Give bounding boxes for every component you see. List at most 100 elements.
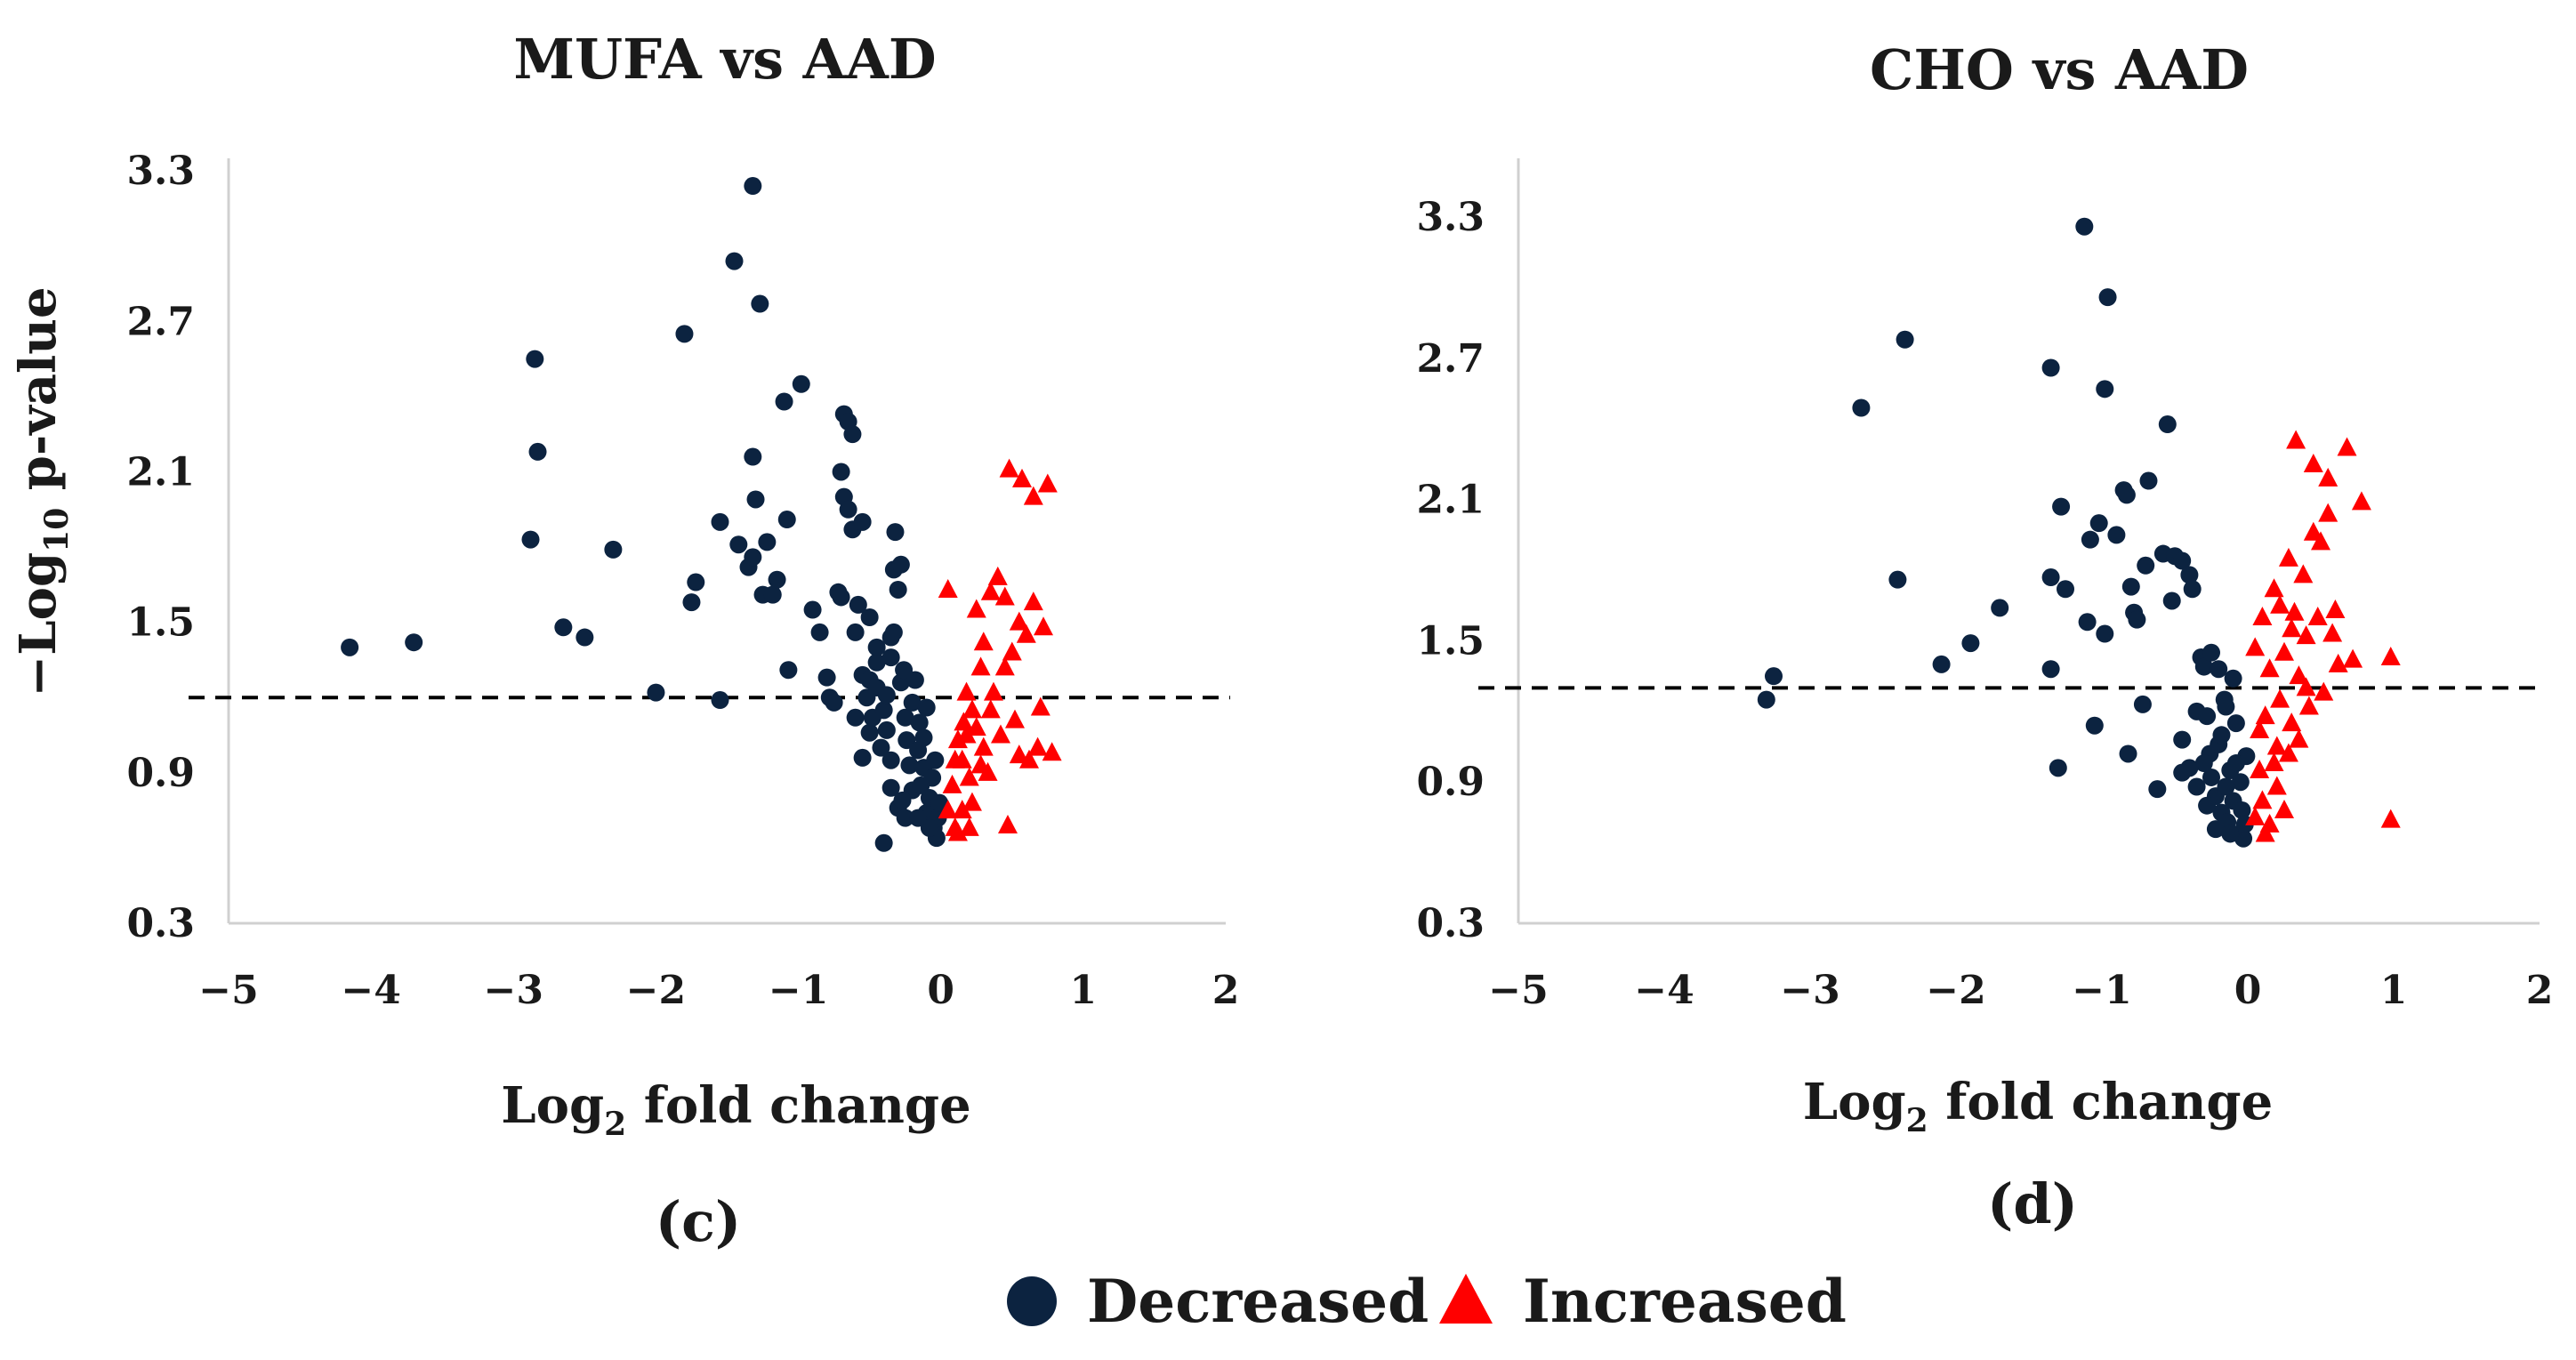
x-tick-label: −3 — [1780, 968, 1839, 1013]
data-point-decreased — [881, 648, 900, 667]
data-point-decreased — [1888, 570, 1907, 589]
data-point-decreased — [729, 535, 748, 554]
data-point-increased — [1042, 742, 1062, 761]
data-point-decreased — [576, 628, 594, 647]
data-point-decreased — [2096, 380, 2114, 398]
data-point-increased — [2250, 720, 2270, 739]
data-point-increased — [1027, 736, 1048, 756]
data-point-decreased — [2119, 744, 2137, 763]
data-point-decreased — [2194, 657, 2213, 676]
data-point-increased — [2343, 648, 2363, 668]
data-point-increased — [2328, 653, 2348, 672]
data-point-decreased — [341, 638, 359, 656]
data-point-increased — [2318, 467, 2339, 487]
chart-title: MUFA vs AAD — [513, 27, 936, 92]
data-point-increased — [938, 800, 958, 819]
data-point-decreased — [2202, 643, 2220, 662]
x-tick-label: 1 — [2380, 968, 2408, 1013]
data-point-decreased — [867, 653, 886, 672]
data-point-decreased — [2221, 825, 2240, 843]
data-point-decreased — [825, 693, 843, 712]
data-point-decreased — [2233, 801, 2251, 819]
data-point-decreased — [711, 691, 729, 710]
data-point-increased — [1011, 468, 1032, 487]
data-point-decreased — [2198, 707, 2217, 726]
data-point-increased — [2303, 454, 2323, 472]
data-point-decreased — [1932, 655, 1951, 673]
data-point-decreased — [926, 751, 945, 769]
data-point-decreased — [2052, 497, 2071, 516]
data-point-decreased — [2224, 669, 2242, 688]
data-point-decreased — [2098, 288, 2117, 307]
panel-label: (c) — [656, 1189, 741, 1254]
data-point-decreased — [2089, 514, 2108, 533]
data-point-decreased — [896, 809, 914, 827]
x-tick-label: −2 — [626, 968, 686, 1013]
data-point-increased — [2270, 594, 2290, 614]
data-point-increased — [1009, 611, 1029, 631]
y-tick-label: 3.3 — [126, 149, 195, 194]
legend-increased-label: Increased — [1523, 1267, 1847, 1336]
data-point-decreased — [889, 580, 907, 599]
data-point-decreased — [2226, 754, 2245, 773]
chart-panels: MUFA vs AAD 0.3 0.9 1.5 2.1 2.7 3.3 −5 −4 −3 −2 −1 0… — [9, 27, 2553, 1254]
data-point-decreased — [521, 530, 540, 549]
data-point-increased — [2296, 625, 2316, 645]
data-point-increased — [2293, 564, 2314, 583]
data-point-decreased — [839, 500, 857, 519]
x-tick-label: −1 — [2072, 968, 2131, 1013]
data-point-increased — [2282, 712, 2302, 732]
data-point-decreased — [2148, 780, 2167, 799]
data-point-increased — [2318, 503, 2339, 522]
chart-panel-2: CHO vs AAD 0.3 0.9 1.5 2.1 2.7 3.3 −5 −4 −3 −2 −1 0 1… — [1416, 37, 2553, 1236]
data-point-decreased — [2041, 568, 2060, 587]
data-point-decreased — [891, 555, 910, 574]
data-point-decreased — [853, 748, 872, 767]
data-point-decreased — [2180, 566, 2199, 584]
data-point-decreased — [1852, 398, 1871, 417]
data-point-decreased — [803, 600, 822, 619]
y-tick-label: 0.3 — [1416, 901, 1485, 946]
data-point-decreased — [2107, 526, 2126, 544]
data-point-increased — [2252, 607, 2273, 625]
data-point-decreased — [2049, 759, 2067, 777]
data-point-decreased — [2137, 556, 2155, 575]
data-point-decreased — [2217, 697, 2235, 716]
data-point-increased — [980, 581, 1001, 600]
data-point-increased — [970, 754, 991, 774]
panel-label: (d) — [1987, 1171, 2078, 1236]
x-tick-label: −5 — [1488, 968, 1548, 1013]
data-point-increased — [2259, 658, 2280, 678]
data-point-decreased — [2041, 660, 2060, 679]
data-point-decreased — [775, 392, 793, 411]
data-point-decreased — [528, 442, 547, 461]
data-point-decreased — [2206, 820, 2225, 839]
data-point-increased — [1034, 616, 1054, 636]
data-point-decreased — [909, 809, 928, 827]
data-point-decreased — [881, 778, 900, 797]
data-point-increased — [959, 817, 979, 836]
data-point-increased — [980, 699, 1001, 719]
data-point-decreased — [853, 512, 872, 531]
data-point-decreased — [896, 708, 914, 727]
data-point-increased — [2296, 677, 2316, 696]
data-point-increased — [1004, 709, 1025, 728]
data-point-increased — [2325, 600, 2346, 619]
data-point-decreased — [874, 701, 893, 720]
data-point-decreased — [1961, 634, 1980, 653]
data-point-increased — [2322, 623, 2343, 642]
data-point-decreased — [817, 668, 836, 687]
data-point-increased — [2245, 806, 2266, 825]
data-point-decreased — [2158, 415, 2177, 434]
data-point-decreased — [751, 294, 769, 313]
data-point-increased — [1016, 624, 1036, 643]
data-point-decreased — [777, 511, 796, 529]
data-point-decreased — [744, 447, 762, 466]
data-point-decreased — [2226, 714, 2245, 733]
data-point-decreased — [526, 350, 544, 368]
data-point-increased — [973, 736, 994, 756]
data-point-decreased — [2187, 777, 2206, 796]
y-tick-label: 2.7 — [1416, 336, 1485, 382]
data-point-increased — [2264, 752, 2284, 772]
